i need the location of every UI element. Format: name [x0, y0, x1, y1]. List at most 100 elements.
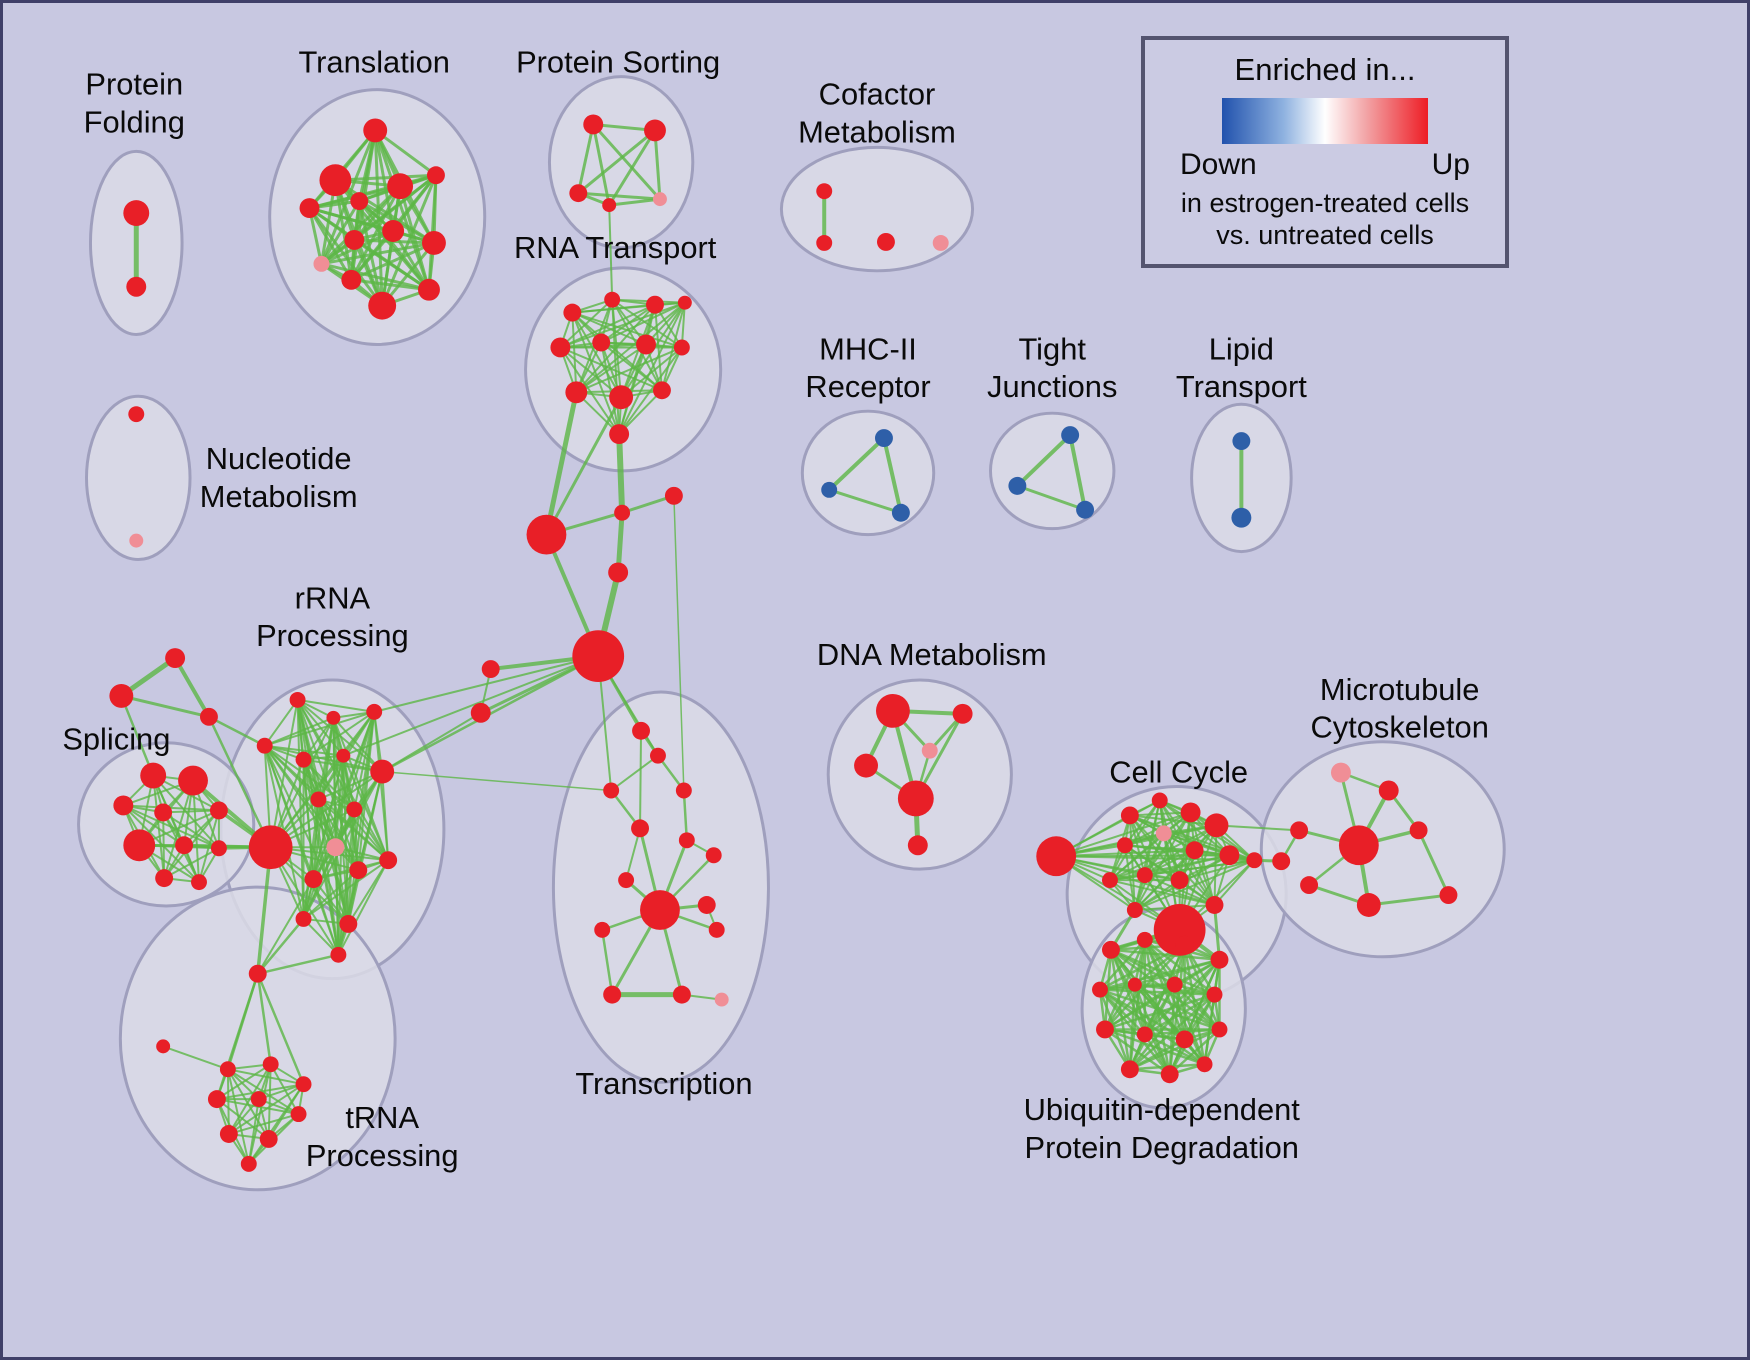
cluster-label-mhc-ii-receptor: MHC-II Receptor [805, 331, 930, 404]
edge [639, 729, 643, 830]
edge [620, 494, 676, 515]
edge [1128, 814, 1136, 911]
node-u15 [1196, 1056, 1213, 1073]
node-cc7 [1155, 825, 1172, 842]
node-sp7 [175, 836, 194, 855]
node-m5 [1409, 821, 1428, 840]
edge [352, 238, 431, 292]
node-tc7 [705, 847, 722, 864]
node-tc2 [649, 747, 666, 764]
edge [263, 716, 335, 747]
cluster-label-rrna-processing: rRNA Processing [256, 580, 409, 653]
edge [1133, 983, 1147, 1036]
node-u12 [1211, 1021, 1228, 1038]
node-tn6 [207, 1090, 226, 1109]
node-u4 [1210, 950, 1229, 969]
edge [215, 972, 259, 1101]
node-sp5 [209, 801, 228, 820]
edge [673, 495, 685, 792]
cluster-label-tight-junctions: Tight Junctions [987, 331, 1117, 404]
edge [373, 128, 438, 177]
edge [618, 343, 648, 436]
edge [1103, 983, 1176, 1031]
node-rt1 [563, 303, 582, 322]
edge [576, 191, 662, 201]
cluster-label-protein-sorting: Protein Sorting [516, 45, 720, 80]
node-tn12 [240, 1155, 257, 1172]
node-m9 [1272, 852, 1291, 871]
node-sp3 [113, 795, 134, 816]
node-cc5 [1204, 813, 1229, 838]
node-cc6 [1116, 837, 1133, 854]
edge [607, 197, 662, 207]
edge [333, 173, 438, 182]
edge [373, 655, 600, 713]
edge [1133, 879, 1181, 911]
node-c5 [572, 630, 625, 682]
node-tc6 [678, 832, 695, 849]
edge [543, 389, 579, 538]
edge [1215, 824, 1301, 832]
node-t11 [341, 269, 362, 290]
node-r9 [346, 801, 363, 818]
edge [162, 809, 220, 814]
edge [302, 859, 390, 920]
cluster-label-dna-metabolism: DNA Metabolism [817, 637, 1047, 672]
node-r16 [330, 946, 347, 963]
edge [296, 698, 376, 713]
node-cf3 [876, 232, 895, 251]
edge [319, 199, 361, 266]
edge [610, 754, 659, 792]
node-tj3 [1076, 500, 1095, 519]
node-r8 [310, 791, 327, 808]
edge [653, 128, 662, 201]
node-rt6 [592, 333, 611, 352]
node-t6 [426, 166, 445, 185]
edge [1143, 854, 1231, 877]
node-r7 [370, 759, 395, 784]
node-c3 [664, 486, 683, 505]
edge [332, 716, 384, 773]
node-cc1 [1036, 836, 1077, 877]
edge [1173, 983, 1206, 1066]
edge [312, 878, 340, 956]
node-lt1 [1232, 432, 1251, 451]
edge [618, 389, 663, 436]
edge [591, 122, 611, 207]
edge [263, 698, 299, 747]
edge [1143, 859, 1256, 877]
node-r13 [379, 851, 398, 870]
network-canvas: Protein Folding Translation Protein Sorting… [62, 45, 1506, 1192]
edge [319, 262, 431, 292]
node-ps1 [583, 114, 604, 135]
node-u1 [1101, 940, 1120, 959]
node-m1 [1330, 762, 1351, 783]
edge [349, 241, 436, 282]
node-m6 [1439, 886, 1458, 905]
edge [1133, 958, 1221, 986]
legend-endpoint-labels: Down Up [1180, 148, 1470, 182]
edge [1168, 993, 1216, 1076]
node-rt3 [646, 295, 664, 314]
node-rt4 [677, 295, 692, 310]
edge [349, 184, 402, 282]
edge [342, 655, 600, 757]
node-c7 [470, 702, 491, 723]
node-tc9 [594, 921, 611, 938]
edge [559, 301, 686, 349]
edge [373, 128, 431, 292]
node-mh2 [821, 481, 838, 498]
node-c1 [526, 514, 567, 555]
node-nm2 [129, 533, 144, 548]
edge [207, 715, 266, 747]
node-u13 [1120, 1060, 1139, 1079]
edge [317, 754, 345, 801]
edge [302, 917, 340, 956]
node-r4 [256, 737, 273, 754]
cluster-ellipse-dna-metabolism [826, 678, 1013, 871]
node-c4 [608, 562, 629, 583]
node-t4 [350, 192, 369, 211]
node-cf1 [816, 183, 833, 200]
edge [1173, 983, 1221, 1031]
node-cc11 [1101, 872, 1118, 889]
